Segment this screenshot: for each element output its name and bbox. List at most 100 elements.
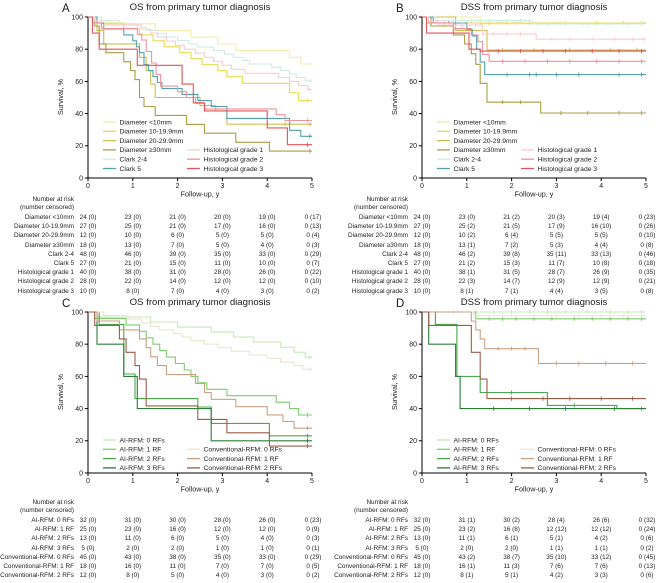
legend-item: AI-RFM: 1 RF — [103, 447, 161, 454]
censor-mark — [531, 313, 537, 318]
censor-mark — [567, 37, 572, 42]
risk-value: 18 (0) — [79, 563, 97, 570]
risk-value: 10 (2) — [458, 232, 476, 240]
censor-mark — [585, 309, 590, 315]
risk-value: 2 (0) — [126, 544, 140, 552]
risk-row-label: Diameter 10-19.9mm — [347, 223, 408, 231]
risk-value: 0 (13) — [638, 563, 656, 570]
x-tick-label: 0 — [420, 183, 424, 190]
censor-mark — [307, 355, 312, 360]
risk-value: 8 (0) — [126, 572, 140, 580]
risk-value: 0 (8) — [640, 241, 654, 249]
risk-value: 0 (10) — [638, 232, 656, 240]
y-tick-label: 100 — [71, 309, 83, 316]
risk-row-label: Histological grade 1 — [17, 269, 74, 277]
risk-table-header: Number at risk — [32, 196, 74, 203]
censor-mark — [617, 59, 622, 64]
risk-value: 18 (0) — [413, 563, 431, 570]
censor-mark — [509, 309, 514, 315]
legend-item: Diameter <10mm — [437, 119, 506, 126]
risk-value: 14 (0) — [169, 278, 186, 286]
risk-value: 0 (2) — [306, 287, 320, 295]
risk-value: 12 (0) — [79, 572, 97, 580]
x-tick-label: 3 — [554, 478, 558, 485]
risk-value: 26 (0) — [258, 517, 276, 524]
risk-value: 11 (7) — [548, 260, 565, 267]
y-tick-label: 0 — [79, 175, 83, 182]
survival-curve — [88, 311, 312, 370]
risk-table-header: Number at risk — [32, 499, 74, 506]
panel-A: A OS from primary tumor diagnosis 0 1 2 3 4 5 0 2… — [0, 0, 334, 295]
censor-mark — [527, 20, 532, 26]
risk-value: 7 (0) — [171, 241, 185, 249]
risk-value: 38 (0) — [169, 553, 186, 561]
risk-table-A: Number at risk (number censored) Diameter … — [0, 196, 334, 295]
risk-value: 38 (0) — [124, 269, 142, 277]
censor-mark — [563, 49, 568, 54]
risk-value: 35 (0) — [214, 553, 231, 561]
x-tick-label: 1 — [131, 183, 135, 190]
risk-value: 4 (0) — [215, 287, 229, 295]
risk-value: 13 (0) — [413, 535, 431, 543]
risk-value: 18 (0) — [413, 241, 431, 249]
censor-mark — [590, 37, 595, 42]
risk-value: 16 (0) — [169, 526, 186, 534]
risk-value: 21 (5) — [503, 223, 520, 231]
legend-label: Histological grade 2 — [538, 157, 598, 164]
survival-curve — [422, 16, 646, 114]
x-tick-label: 5 — [644, 183, 648, 190]
legend-label: Conventional-RFM: 0 RFs — [204, 447, 283, 454]
y-tick-label: 40 — [409, 406, 417, 413]
legend-item: Diameter 10-19.9mm — [103, 129, 184, 136]
x-tick-label: 5 — [310, 478, 314, 485]
x-tick-label: 3 — [554, 183, 558, 190]
legend-item: Histological grade 2 — [187, 157, 263, 164]
censor-mark — [491, 309, 496, 315]
legend-label: Diameter ≥30mm — [120, 147, 172, 154]
risk-value: 27 (0) — [413, 260, 431, 267]
risk-value: 48 (0) — [413, 250, 431, 258]
risk-value: 39 (0) — [169, 250, 186, 258]
x-tick-label: 1 — [465, 183, 469, 190]
y-axis-label: Survival, % — [390, 373, 399, 410]
censor-mark — [603, 361, 608, 366]
censor-mark — [639, 72, 644, 77]
legend-item: Histological grade 3 — [521, 166, 597, 173]
censor-mark — [621, 313, 626, 318]
risk-value: 1 (1) — [594, 544, 608, 552]
censor-mark — [639, 313, 644, 318]
risk-value: 2 (0) — [460, 544, 474, 552]
legend-item: AI-RFM: 0 RFs — [103, 437, 165, 444]
legend-item: AI-RFM: 0 RFs — [437, 437, 499, 444]
km-chart-B: B DSS from primary tumor diagnosis 0 1 2 3 4 5 0… — [390, 2, 648, 199]
legend-item: Conventional-RFM: 1 RF — [521, 456, 613, 463]
legend-item: Diameter 20-29.9mm — [437, 138, 518, 145]
x-axis-label: Follow-up, y — [181, 485, 220, 494]
risk-value: 40 (0) — [413, 269, 431, 277]
risk-value: 20 (3) — [548, 214, 565, 221]
risk-value: 3 (5) — [594, 287, 608, 295]
risk-value: 0 (2) — [640, 544, 654, 552]
censor-mark — [612, 406, 617, 411]
risk-value: 0 (45) — [638, 553, 656, 561]
x-axis-label: Follow-up, y — [515, 190, 554, 199]
censor-mark — [585, 21, 590, 26]
legend-label: AI-RFM: 0 RFs — [120, 437, 166, 444]
risk-table-header: (number censored) — [354, 204, 408, 211]
risk-value: 35 (0) — [214, 250, 231, 258]
risk-value: 1 (0) — [215, 544, 229, 552]
panel-letter: C — [62, 298, 70, 310]
legend-label: Clark 2-4 — [120, 157, 148, 164]
risk-value: 25 (0) — [124, 223, 142, 231]
censor-mark — [572, 316, 577, 321]
risk-value: 8 (0) — [126, 287, 140, 295]
legend-label: AI-RFM: 0 RFs — [454, 437, 500, 444]
risk-value: 10 (0) — [124, 232, 142, 240]
risk-value: 39 (8) — [503, 250, 520, 258]
risk-value: 21 (0) — [124, 260, 142, 267]
y-tick-label: 20 — [75, 438, 83, 445]
risk-value: 12 (12) — [546, 526, 567, 534]
chart-title: OS from primary tumor diagnosis — [130, 297, 271, 308]
x-tick-label: 5 — [310, 183, 314, 190]
risk-value: 16 (10) — [591, 223, 612, 231]
